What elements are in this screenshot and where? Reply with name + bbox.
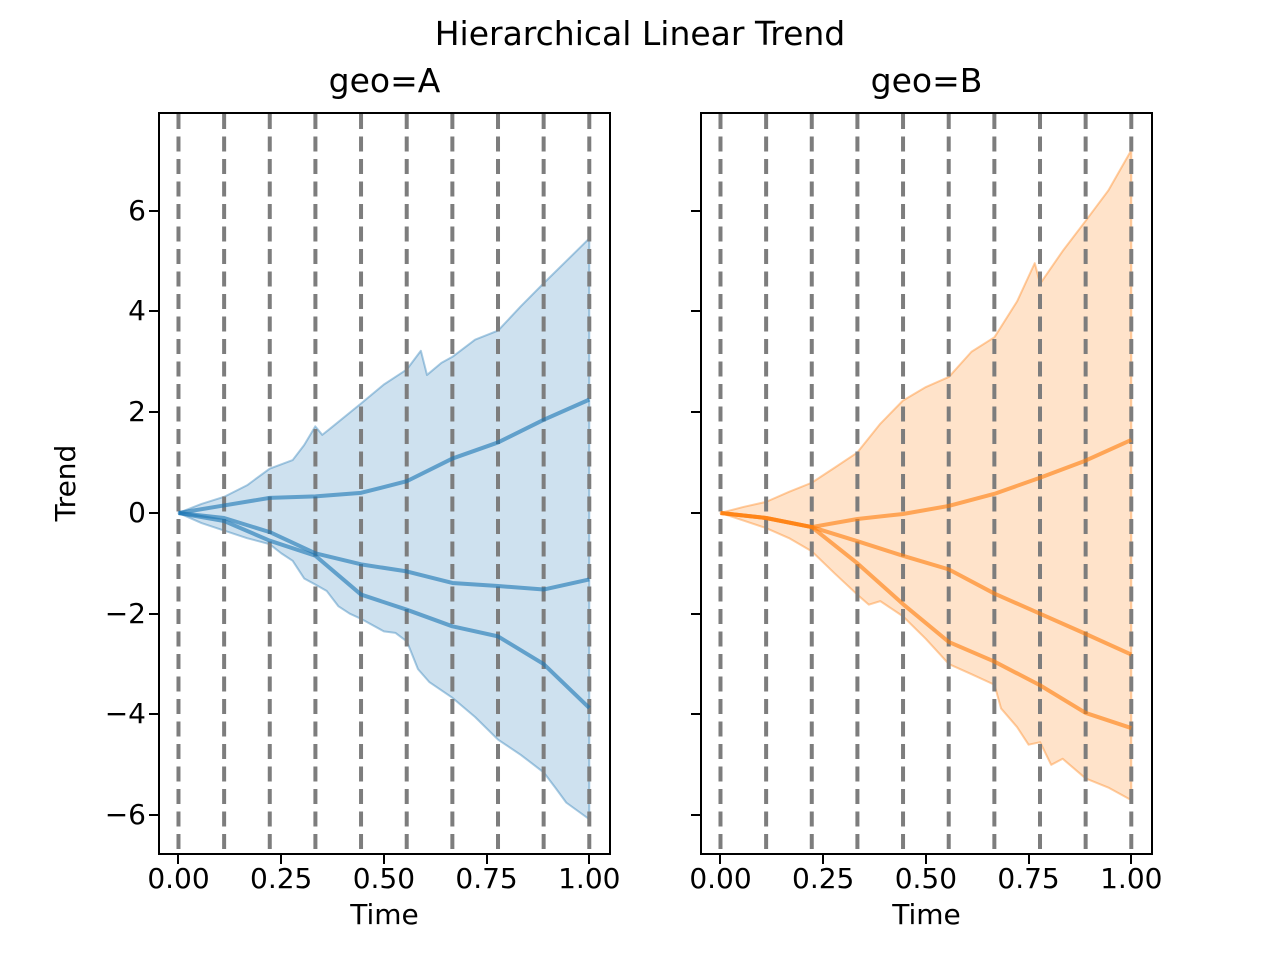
x-axis-label-geo-B: Time bbox=[892, 898, 961, 931]
x-tick-label: 0.25 bbox=[792, 862, 855, 895]
y-tick-mark bbox=[149, 612, 158, 615]
uncertainty-band-geo-B bbox=[719, 149, 1133, 802]
trend-line-3-geo-B bbox=[720, 510, 1132, 730]
x-tick-mark bbox=[177, 855, 180, 864]
x-tick-label: 0.50 bbox=[894, 862, 958, 895]
y-tick-mark bbox=[149, 310, 158, 313]
y-tick-label: −2 bbox=[104, 596, 146, 630]
x-tick-label: 0.25 bbox=[250, 862, 313, 895]
x-tick-mark bbox=[1130, 855, 1133, 864]
trend-line-3-geo-A bbox=[178, 510, 591, 710]
y-tick-mark bbox=[149, 713, 158, 716]
x-tick-mark bbox=[1027, 855, 1030, 864]
y-tick-mark bbox=[149, 209, 158, 212]
subplot-title-geo-B: geo=B bbox=[870, 61, 983, 100]
y-tick-mark bbox=[691, 814, 700, 817]
y-tick-mark bbox=[149, 511, 158, 514]
plot-area-geo-A bbox=[176, 114, 592, 853]
subplot-title-geo-A: geo=A bbox=[328, 61, 441, 100]
uncertainty-band-geo-A bbox=[177, 237, 591, 821]
axes-geo-B bbox=[700, 112, 1153, 855]
y-tick-mark bbox=[149, 814, 158, 817]
y-tick-mark bbox=[691, 511, 700, 514]
trend-line-2-geo-A bbox=[178, 510, 590, 592]
x-tick-label: 1.00 bbox=[558, 862, 621, 895]
figure-title: Hierarchical Linear Trend bbox=[434, 14, 846, 53]
x-tick-label: 1.00 bbox=[1100, 862, 1163, 895]
x-tick-mark bbox=[719, 855, 722, 864]
x-tick-mark bbox=[382, 855, 385, 864]
x-tick-label: 0.00 bbox=[147, 862, 210, 895]
plot-area-geo-B bbox=[718, 114, 1134, 853]
x-tick-mark bbox=[924, 855, 927, 864]
y-tick-label: 4 bbox=[128, 294, 146, 328]
y-tick-label: 2 bbox=[128, 395, 146, 429]
y-tick-mark bbox=[149, 411, 158, 414]
y-tick-label: −6 bbox=[104, 798, 146, 832]
x-tick-label: 0.00 bbox=[689, 862, 752, 895]
x-tick-mark bbox=[485, 855, 488, 864]
x-tick-mark bbox=[588, 855, 591, 864]
axes-geo-A bbox=[158, 112, 611, 855]
x-tick-label: 0.75 bbox=[455, 862, 518, 895]
x-tick-mark bbox=[822, 855, 825, 864]
y-tick-label: −4 bbox=[104, 697, 146, 731]
y-tick-mark bbox=[691, 713, 700, 716]
y-tick-mark bbox=[691, 612, 700, 615]
x-axis-label-geo-A: Time bbox=[350, 898, 419, 931]
trend-line-1-geo-A bbox=[178, 397, 591, 515]
y-tick-mark bbox=[691, 411, 700, 414]
x-tick-label: 0.75 bbox=[997, 862, 1060, 895]
x-tick-mark bbox=[280, 855, 283, 864]
y-tick-label: 6 bbox=[128, 193, 146, 227]
x-tick-label: 0.50 bbox=[352, 862, 416, 895]
y-tick-label: 0 bbox=[128, 495, 146, 529]
y-tick-mark bbox=[691, 209, 700, 212]
y-tick-mark bbox=[691, 310, 700, 313]
